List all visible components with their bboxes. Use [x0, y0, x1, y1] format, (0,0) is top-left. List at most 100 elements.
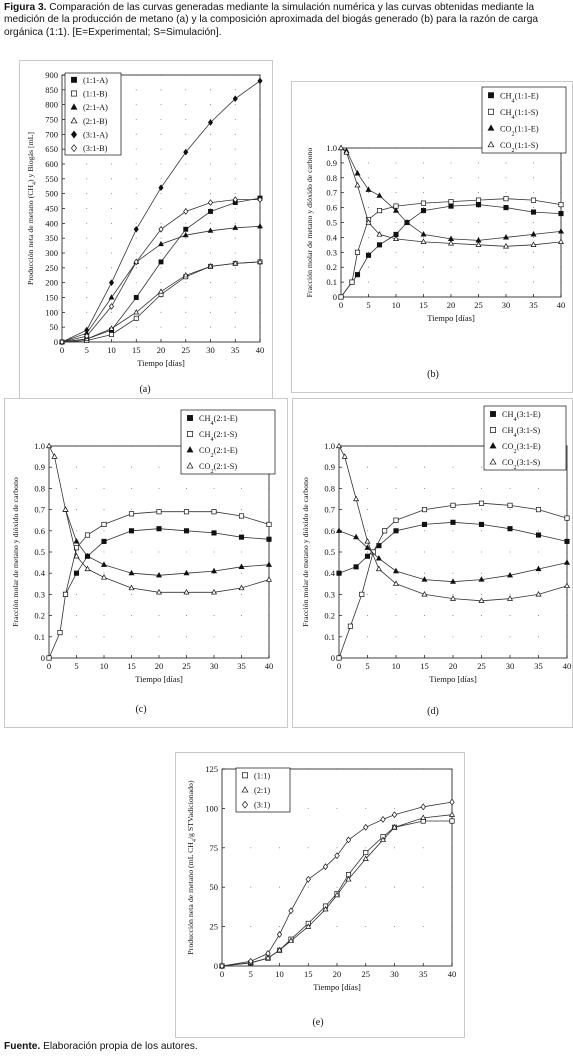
x-tick-label: 20: [449, 661, 458, 671]
data-point: [502, 234, 510, 240]
legend-label: (3:1-B): [83, 144, 108, 153]
grid-dot: [240, 487, 243, 489]
data-point: [109, 332, 114, 338]
grid-dot: [110, 237, 113, 239]
grid-dot: [158, 466, 160, 468]
y-axis-label: Fracción molar de metano y dióxido de ca…: [301, 477, 310, 627]
grid-dot: [160, 222, 162, 224]
data-point: [558, 211, 564, 217]
grid-dot: [509, 615, 511, 617]
data-point: [506, 595, 514, 601]
grid-dot: [234, 163, 236, 165]
data-point: [62, 506, 69, 512]
grid-dot: [86, 252, 88, 254]
data-point: [393, 517, 399, 523]
grid-dot: [160, 118, 162, 121]
grid-dot: [86, 311, 88, 313]
grid-dot: [234, 222, 236, 224]
grid-dot: [366, 593, 369, 595]
y-tick-label: 0.5: [324, 547, 335, 557]
x-tick-label: 30: [206, 345, 215, 355]
grid-dot: [423, 466, 426, 468]
data-point: [73, 538, 80, 544]
data-point: [232, 196, 238, 203]
grid-dot: [423, 572, 426, 574]
grid-dot: [250, 926, 252, 928]
y-tick-label: 0: [331, 653, 335, 663]
data-point: [391, 823, 398, 830]
data-point: [392, 207, 400, 213]
data-point: [266, 536, 272, 542]
x-tick-label: 40: [448, 969, 457, 979]
data-point: [183, 569, 190, 576]
panel-label: (e): [312, 1017, 323, 1028]
legend-label: (2:1): [254, 786, 270, 795]
data-point: [101, 521, 107, 527]
grid-dot: [103, 593, 105, 595]
x-axis-label: Tiempo [días]: [137, 358, 185, 368]
grid-dot: [234, 89, 236, 91]
grid-dot: [135, 282, 137, 284]
x-tick-label: 5: [366, 300, 370, 310]
grid-dot: [505, 177, 507, 179]
grid-dot: [505, 162, 507, 164]
data-point: [336, 570, 342, 576]
grid-dot: [160, 104, 162, 106]
y-tick-label: 0.6: [34, 526, 45, 536]
grid-dot: [234, 282, 236, 284]
grid-dot: [477, 207, 480, 209]
y-tick-label: 0.8: [326, 173, 337, 183]
grid-dot: [135, 193, 137, 195]
grid-dot: [278, 886, 281, 888]
grid-dot: [505, 281, 507, 283]
data-point: [502, 242, 510, 249]
grid-dot: [75, 466, 78, 468]
data-point: [364, 553, 371, 559]
grid-dot: [209, 237, 212, 239]
grid-dot: [336, 886, 338, 888]
data-point: [133, 309, 140, 315]
grid-dot: [477, 281, 480, 283]
data-point: [238, 584, 245, 591]
data-point: [375, 565, 382, 572]
data-point: [376, 192, 383, 198]
grid-dot: [160, 296, 162, 299]
grid-dot: [103, 551, 105, 553]
data-point: [158, 259, 164, 265]
data-point: [354, 169, 361, 176]
data-point: [450, 519, 456, 525]
grid-dot: [452, 572, 454, 574]
y-tick-label: 150: [45, 293, 58, 303]
data-point: [363, 823, 369, 831]
grid-dot: [423, 636, 426, 638]
data-point: [503, 196, 509, 202]
x-tick-label: 5: [85, 345, 89, 355]
y-tick-label: 1.0: [34, 441, 45, 451]
x-tick-label: 30: [506, 661, 515, 671]
legend-label: CH4(3:1-E): [502, 410, 541, 423]
series-line: [65, 528, 270, 595]
grid-dot: [130, 551, 133, 553]
grid-dot: [537, 530, 540, 532]
grid-dot: [158, 551, 160, 553]
x-tick-label: 30: [210, 661, 219, 671]
chart-panel-0: 0 5 10 15 20 25 30 35 40050100150200250300350400…: [26, 70, 264, 395]
data-point: [535, 507, 542, 513]
grid-dot: [477, 162, 480, 164]
grid-dot: [450, 266, 452, 268]
data-point: [211, 530, 217, 536]
x-tick-label: 25: [477, 661, 486, 671]
grid-dot: [86, 267, 88, 269]
data-point: [100, 574, 108, 580]
data-point: [447, 239, 455, 246]
grid-dot: [532, 266, 535, 268]
grid-dot: [135, 222, 137, 224]
grid-dot: [422, 192, 425, 194]
grid-dot: [185, 282, 187, 284]
grid-dot: [422, 266, 425, 268]
grid-dot: [75, 487, 78, 489]
y-axis-label: Producción neta de metano (CH4) y Biogás…: [26, 132, 38, 285]
data-point: [51, 453, 58, 459]
data-point: [156, 509, 162, 515]
